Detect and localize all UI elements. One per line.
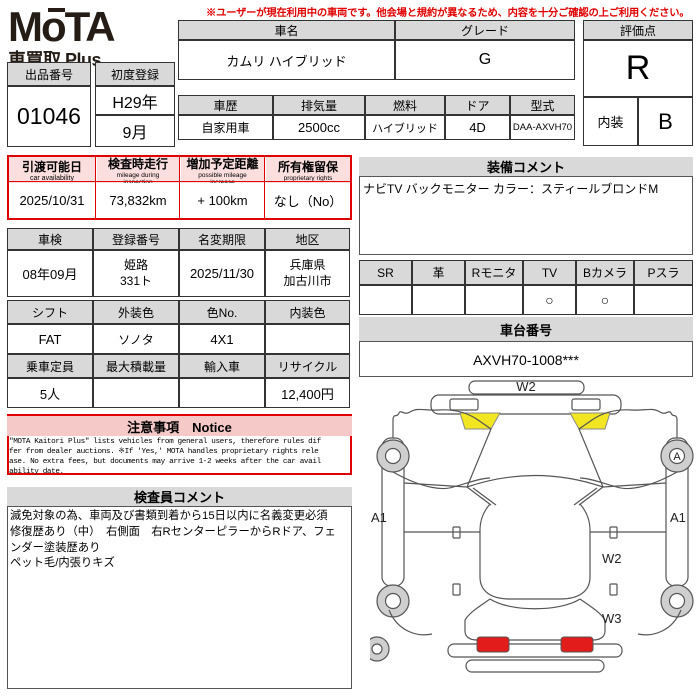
svg-text:W2: W2	[602, 551, 622, 566]
svg-text:A: A	[673, 451, 681, 463]
svg-text:A1: A1	[371, 510, 387, 525]
svg-text:W3: W3	[602, 611, 622, 626]
svg-text:A1: A1	[670, 510, 686, 525]
svg-text:W2: W2	[516, 380, 536, 394]
